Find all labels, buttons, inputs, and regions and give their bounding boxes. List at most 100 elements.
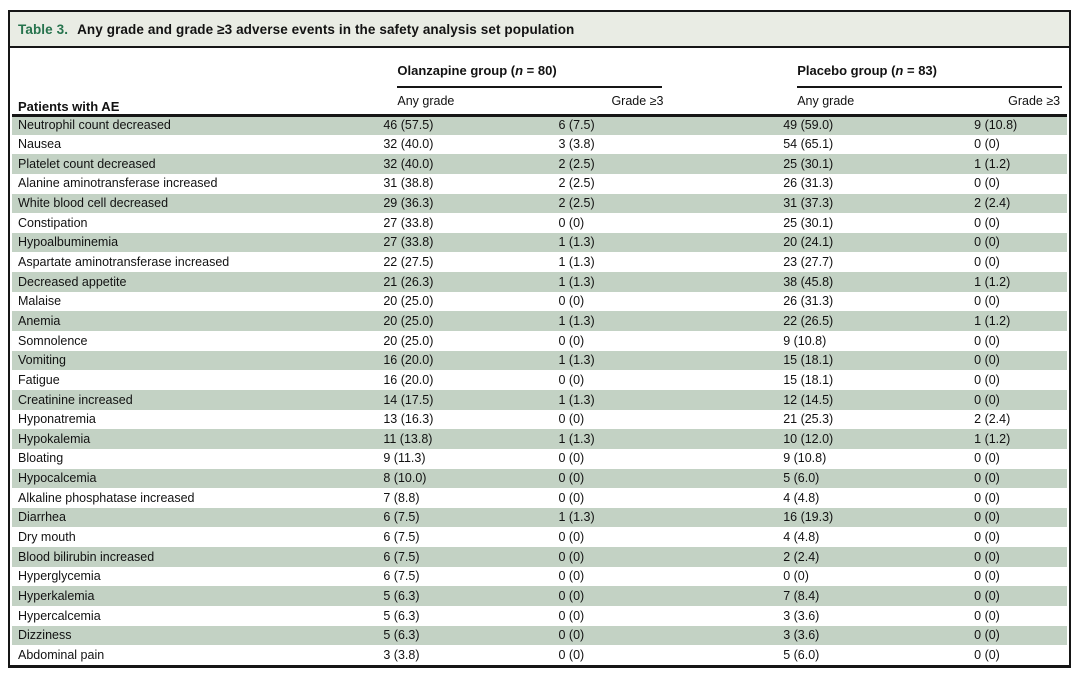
placebo-any-grade-cell: 15 (18.1)	[783, 372, 834, 387]
olanzapine-grade3-cell: 0 (0)	[558, 333, 585, 348]
group-label-n-value: = 83)	[903, 63, 937, 78]
ae-name-cell: Malaise	[18, 294, 62, 309]
placebo-any-grade-cell: 23 (27.7)	[783, 255, 834, 270]
placebo-grade3-cell: 0 (0)	[974, 569, 1000, 584]
olanzapine-any-grade-cell: 20 (25.0)	[383, 333, 434, 348]
ae-name-cell: Dry mouth	[18, 530, 76, 545]
group-label-text: Placebo group (	[797, 63, 896, 78]
table-row: Dry mouth 6 (7.5) 0 (0) 4 (4.8) 0 (0)	[12, 527, 1067, 547]
ae-name-cell: Hyperglycemia	[18, 569, 101, 584]
olanzapine-any-grade-cell: 46 (57.5)	[383, 118, 434, 133]
olanzapine-grade3-cell: 2 (2.5)	[558, 156, 595, 171]
olanzapine-any-grade-cell: 5 (6.3)	[383, 608, 420, 623]
olanzapine-grade3-cell: 1 (1.3)	[558, 255, 595, 270]
placebo-any-grade-cell: 25 (30.1)	[783, 215, 834, 230]
placebo-grade3-cell: 0 (0)	[974, 176, 1000, 191]
table-row: Blood bilirubin increased 6 (7.5) 0 (0) …	[12, 547, 1067, 567]
placebo-any-grade-cell: 10 (12.0)	[783, 431, 834, 446]
placebo-any-grade-cell: 20 (24.1)	[783, 235, 834, 250]
ae-name-cell: Diarrhea	[18, 510, 66, 525]
group-header-placebo-label: Placebo group (n = 83)	[797, 63, 1063, 88]
olanzapine-grade3-cell: 0 (0)	[558, 569, 585, 584]
placebo-any-grade-cell: 21 (25.3)	[783, 412, 834, 427]
olanzapine-grade3-cell: 0 (0)	[558, 451, 585, 466]
olanzapine-grade3-cell: 0 (0)	[558, 647, 585, 662]
table-row: Hypercalcemia 5 (6.3) 0 (0) 3 (3.6) 0 (0…	[12, 606, 1067, 626]
olanzapine-grade3-cell: 3 (3.8)	[558, 137, 595, 152]
olanzapine-grade3-cell: 0 (0)	[558, 471, 585, 486]
olanzapine-any-grade-cell: 8 (10.0)	[383, 471, 427, 486]
olanzapine-grade3-cell: 1 (1.3)	[558, 431, 595, 446]
ae-name-cell: Abdominal pain	[18, 647, 105, 662]
olanzapine-any-grade-cell: 16 (20.0)	[383, 353, 434, 368]
olanzapine-any-grade-cell: 6 (7.5)	[383, 510, 420, 525]
table-row: Alanine aminotransferase increased 31 (3…	[12, 174, 1067, 194]
placebo-grade3-cell: 0 (0)	[974, 510, 1000, 525]
olanzapine-any-grade-cell: 6 (7.5)	[383, 530, 420, 545]
olanzapine-any-grade-cell: 11 (13.8)	[383, 431, 433, 446]
olanzapine-any-grade-cell: 27 (33.8)	[383, 215, 434, 230]
ae-name-cell: Bloating	[18, 451, 64, 466]
ae-name-cell: Neutrophil count decreased	[18, 118, 171, 133]
placebo-any-grade-cell: 22 (26.5)	[783, 313, 834, 328]
subheader-olanzapine-any-grade: Any grade	[383, 88, 559, 117]
table-row: Malaise 20 (25.0) 0 (0) 26 (31.3) 0 (0)	[12, 292, 1067, 312]
n-symbol: n	[895, 63, 904, 78]
table-row: Hyperkalemia 5 (6.3) 0 (0) 7 (8.4) 0 (0)	[12, 586, 1067, 607]
ae-name-cell: Hyperkalemia	[18, 588, 95, 603]
olanzapine-grade3-cell: 0 (0)	[558, 294, 585, 309]
ae-name-cell: White blood cell decreased	[18, 196, 169, 211]
olanzapine-grade3-cell: 0 (0)	[558, 608, 585, 623]
placebo-grade3-cell: 0 (0)	[974, 235, 1000, 250]
olanzapine-any-grade-cell: 32 (40.0)	[383, 137, 434, 152]
placebo-any-grade-cell: 0 (0)	[783, 569, 809, 584]
placebo-any-grade-cell: 4 (4.8)	[783, 490, 820, 505]
ae-name-cell: Somnolence	[18, 333, 88, 348]
subheader-grade3-label: Grade ≥3	[1008, 93, 1061, 108]
table-number-label: Table 3.	[18, 22, 69, 37]
ae-name-cell: Alanine aminotransferase increased	[18, 176, 218, 191]
subcolumn-header-row: Any grade Grade ≥3 Any grade Grade ≥3	[12, 88, 1067, 117]
group-header-row: Patients with AE Olanzapine group (n = 8…	[12, 48, 1067, 117]
placebo-any-grade-cell: 49 (59.0)	[783, 118, 834, 133]
table-row: Aspartate aminotransferase increased 22 …	[12, 252, 1067, 272]
placebo-any-grade-cell: 31 (37.3)	[783, 196, 834, 211]
placebo-grade3-cell: 0 (0)	[974, 490, 1000, 505]
olanzapine-any-grade-cell: 27 (33.8)	[383, 235, 434, 250]
ae-name-cell: Fatigue	[18, 372, 60, 387]
placebo-any-grade-cell: 5 (6.0)	[783, 647, 820, 662]
placebo-any-grade-cell: 2 (2.4)	[783, 549, 820, 564]
olanzapine-grade3-cell: 0 (0)	[558, 490, 585, 505]
ae-name-cell: Alkaline phosphatase increased	[18, 490, 195, 505]
olanzapine-grade3-cell: 1 (1.3)	[558, 235, 595, 250]
olanzapine-any-grade-cell: 6 (7.5)	[383, 549, 420, 564]
data-table: Patients with AE Olanzapine group (n = 8…	[12, 48, 1067, 665]
olanzapine-grade3-cell: 0 (0)	[558, 372, 585, 387]
group-header-olanzapine: Olanzapine group (n = 80)	[383, 48, 783, 88]
olanzapine-grade3-cell: 1 (1.3)	[558, 392, 595, 407]
olanzapine-grade3-cell: 1 (1.3)	[558, 313, 595, 328]
olanzapine-grade3-cell: 1 (1.3)	[558, 274, 595, 289]
placebo-any-grade-cell: 54 (65.1)	[783, 137, 834, 152]
table-row: Creatinine increased 14 (17.5) 1 (1.3) 1…	[12, 389, 1067, 410]
placebo-grade3-cell: 0 (0)	[974, 451, 1000, 466]
placebo-grade3-cell: 2 (2.4)	[974, 196, 1011, 211]
placebo-grade3-cell: 1 (1.2)	[974, 431, 1011, 446]
placebo-any-grade-cell: 3 (3.6)	[783, 608, 820, 623]
ae-name-cell: Platelet count decreased	[18, 156, 156, 171]
olanzapine-any-grade-cell: 5 (6.3)	[383, 588, 420, 603]
olanzapine-grade3-cell: 0 (0)	[558, 530, 585, 545]
placebo-grade3-cell: 0 (0)	[974, 215, 1000, 230]
ae-name-cell: Vomiting	[18, 353, 66, 368]
placebo-grade3-cell: 0 (0)	[974, 353, 1000, 368]
olanzapine-any-grade-cell: 3 (3.8)	[383, 647, 420, 662]
table-row: Anemia 20 (25.0) 1 (1.3) 22 (26.5) 1 (1.…	[12, 311, 1067, 332]
group-header-placebo: Placebo group (n = 83)	[783, 48, 1067, 88]
placebo-any-grade-cell: 38 (45.8)	[783, 274, 834, 289]
group-header-olanzapine-label: Olanzapine group (n = 80)	[397, 63, 663, 88]
table-row: Hypokalemia 11 (13.8) 1 (1.3) 10 (12.0) …	[12, 429, 1067, 449]
table-body: Patients with AE Olanzapine group (n = 8…	[10, 48, 1069, 665]
olanzapine-any-grade-cell: 20 (25.0)	[383, 313, 434, 328]
table-row: Constipation 27 (33.8) 0 (0) 25 (30.1) 0…	[12, 213, 1067, 233]
table-row: Hyponatremia 13 (16.3) 0 (0) 21 (25.3) 2…	[12, 410, 1067, 430]
